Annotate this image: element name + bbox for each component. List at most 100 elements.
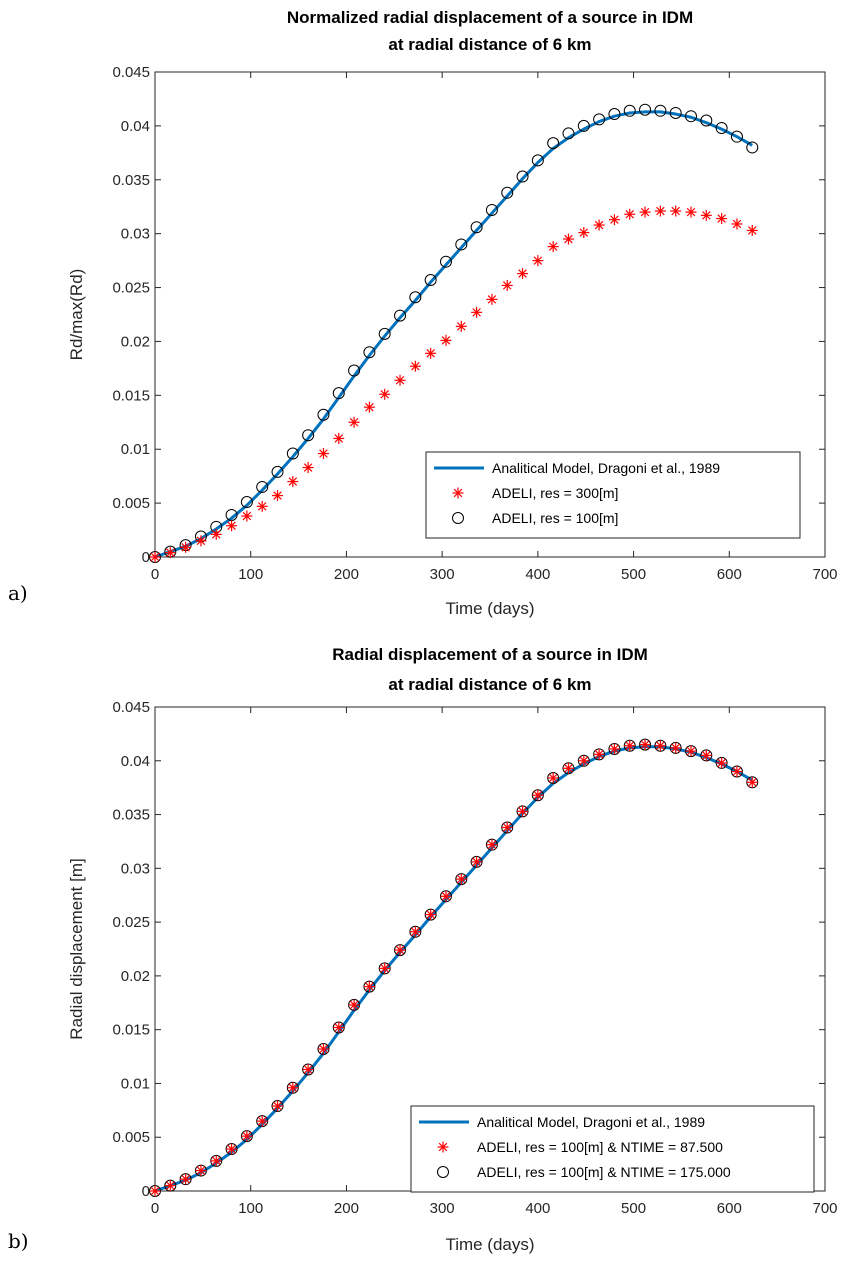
data-point-star [670,205,682,217]
y-tick-label: 0.01 [121,1075,150,1092]
data-point-circle [715,122,728,135]
data-point-star [195,1165,207,1177]
data-point-circle [562,127,575,140]
star-stroke [564,764,573,773]
data-point-star [486,293,498,305]
legend-swatch-star [437,1141,449,1153]
star-stroke [426,349,435,358]
x-tick-label: 100 [238,566,263,583]
data-point-star [241,1130,253,1142]
data-point-star [517,805,529,817]
star-stroke [380,964,389,973]
star-stroke [518,807,527,816]
legend: Analitical Model, Dragoni et al., 1989 AD… [425,451,801,539]
x-tick-label: 600 [717,1200,742,1217]
data-point-circle [685,110,697,123]
star-stroke [594,220,604,230]
data-point-star [226,520,238,532]
x-tick-label: 600 [717,566,742,583]
data-point-star [394,944,406,956]
data-point-circle [531,154,544,167]
data-point-star [226,1143,238,1155]
star-stroke [334,434,344,443]
data-point-circle [501,186,514,199]
star-stroke [334,1023,344,1032]
data-point-circle [424,274,437,287]
data-point-star [517,268,529,280]
data-point-star [639,739,651,751]
data-point-star [700,209,712,221]
data-point-star [746,776,758,788]
star-stroke [453,488,463,498]
star-stroke [502,281,512,290]
data-point-star [578,227,590,239]
star-stroke [288,1083,298,1093]
data-point-star [578,755,590,767]
data-point-star [440,334,452,346]
data-point-star [164,1180,176,1192]
data-point-star [562,762,574,774]
star-stroke [533,256,543,265]
y-tick-label: 0.045 [112,64,150,81]
x-tick-label: 200 [334,566,359,583]
chart-title-line: at radial distance of 6 km [388,35,591,54]
y-axis-label: Radial displacement [m] [67,858,86,1039]
data-point-star [532,789,544,801]
data-point-star [700,749,712,761]
legend-swatch-circle [452,512,464,524]
data-point-star [608,214,620,226]
y-tick-label: 0.005 [112,1129,150,1146]
data-point-circle [317,408,330,421]
y-tick-label: 0 [142,1183,150,1200]
star-stroke [211,530,221,539]
data-point-circle [455,238,468,251]
data-point-circle [608,108,621,121]
star-stroke [457,322,466,331]
data-point-star [379,962,391,974]
star-stroke [640,207,650,217]
star-stroke [411,361,420,371]
data-point-star [731,218,743,230]
data-point-star [716,757,728,769]
data-point-circle [286,447,299,460]
data-point-star [256,500,268,512]
x-tick-label: 500 [621,1200,646,1217]
data-point-star [746,224,758,236]
data-point-star [501,821,513,833]
star-stroke [702,751,711,760]
data-point-star [608,743,620,755]
star-stroke [242,1131,252,1141]
data-point-circle [348,364,361,377]
legend-swatch-circle [437,1166,449,1178]
star-stroke [487,295,497,304]
data-point-circle [409,291,422,304]
y-tick-label: 0.015 [112,387,150,404]
data-point-star [164,547,176,559]
star-stroke [656,741,665,750]
data-point-star [486,839,498,851]
data-point-star [639,206,651,218]
star-stroke [319,1044,328,1054]
data-point-circle [639,103,652,116]
data-point-star [562,233,574,245]
data-point-circle [363,346,376,359]
star-stroke [717,758,726,768]
panel-label: b) [8,1229,29,1253]
star-stroke [487,840,497,849]
star-stroke [303,463,313,472]
data-point-star [333,432,345,444]
data-point-star [654,740,666,752]
star-stroke [441,336,451,345]
star-stroke [732,767,742,776]
star-stroke [380,389,389,399]
data-point-star [272,1100,284,1112]
data-point-circle [485,203,498,216]
data-point-star [149,1185,161,1197]
star-stroke [288,477,298,486]
star-stroke [150,1186,160,1196]
star-stroke [686,746,696,756]
star-stroke [257,502,267,511]
star-stroke [640,740,650,749]
data-point-star [302,462,314,474]
